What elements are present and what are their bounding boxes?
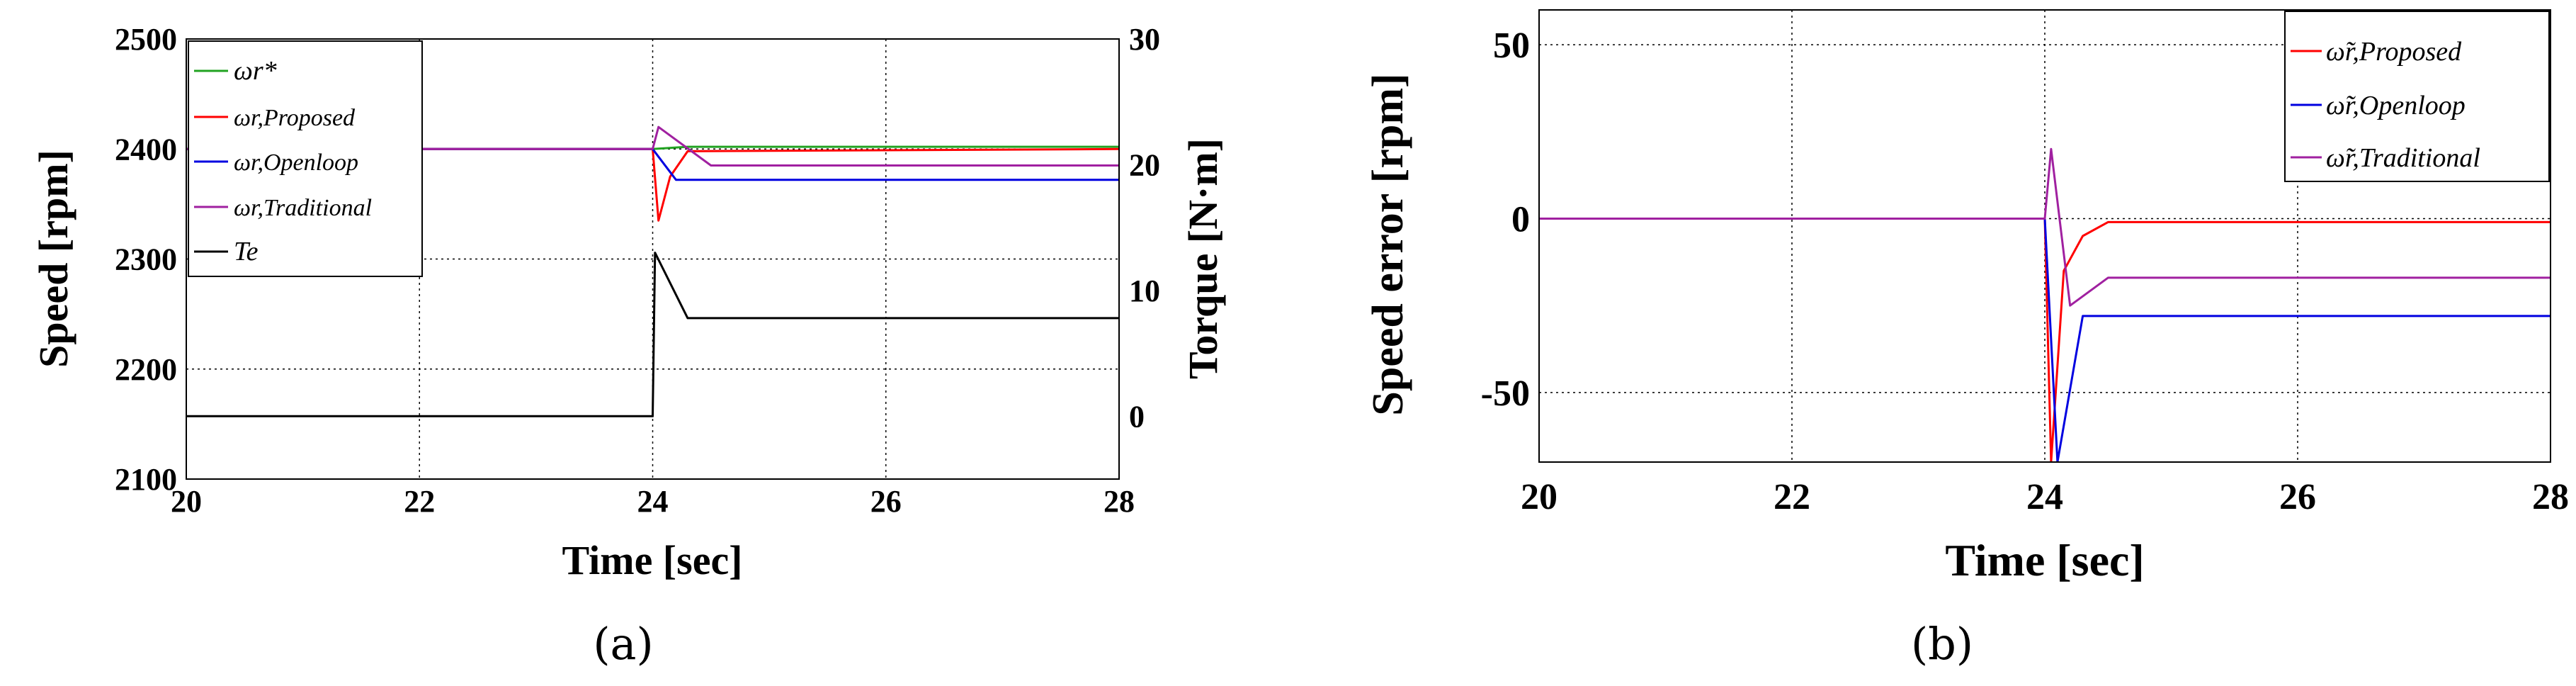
legend-label-torque: Te [234,237,259,266]
chart-b-ytick-label: 0 [1511,199,1530,240]
chart-b-legend: ω̃r,Proposed ω̃r,Openloop ω̃r,Traditiona… [2284,11,2550,182]
chart-a-ytick-label: 2400 [115,132,177,167]
chart-a-legend: ωr* ωr,Proposed ωr,Openloop ωr,Tradition… [188,40,423,277]
chart-b-xlabel: Time [sec] [1945,535,2144,585]
chart-a-frame [186,38,1120,480]
chart-a-xtick-label: 24 [637,484,669,519]
caption-a: (a) [593,618,653,670]
legend-b-label-proposed: ω̃r,Proposed [2326,37,2462,67]
chart-a-ytick-label: 2300 [115,242,177,277]
chart-b-xtick-label: 22 [1774,477,1810,517]
chart-b-x-ticks: 20 22 24 26 28 [1521,477,2569,517]
chart-a-ytick-label: 2500 [115,22,177,57]
chart-b-ytick-label: 50 [1493,26,1530,66]
chart-b-xtick-label: 20 [1521,477,1557,517]
chart-b: 20 22 24 26 28 -50 0 50 Time [sec] Speed error… [1364,9,2569,670]
chart-a-y-ticks: 2100 2200 2300 2400 2500 [115,22,177,497]
chart-b-legend-box [2284,11,2550,182]
chart-b-ylabel: Speed error [rpm] [1364,73,1412,415]
legend-b-label-openloop: ω̃r,Openloop [2326,91,2466,120]
legend-label-proposed: ωr,Proposed [234,105,356,131]
chart-a-y2tick-label: 30 [1129,22,1160,57]
chart-b-xtick-label: 26 [2279,477,2316,517]
chart-a-xtick-label: 22 [404,484,435,519]
legend-label-openloop: ωr,Openloop [234,150,358,176]
chart-a-xlabel: Time [sec] [562,537,743,583]
chart-a-ylabel: Speed [rpm] [30,150,76,368]
chart-b-xtick-label: 24 [2026,477,2063,517]
legend-label-traditional: ωr,Traditional [234,195,372,221]
chart-b-series [1539,147,2551,462]
chart-b-frame [1538,9,2551,463]
chart-a-series-torque [186,252,1119,417]
chart-a-y2tick-label: 0 [1129,399,1145,434]
chart-a-ytick-label: 2200 [115,352,177,387]
chart-a-series-traditional [186,125,1119,167]
legend-b-label-traditional: ω̃r,Traditional [2326,143,2480,173]
chart-a-y2label: Torque [N·m] [1180,138,1226,379]
chart-a-y2tick-label: 10 [1129,274,1160,308]
chart-a-xtick-label: 28 [1103,484,1135,519]
chart-a-xtick-label: 20 [171,484,202,519]
chart-b-ytick-label: -50 [1481,373,1530,414]
chart-b-series-traditional [1539,147,2551,307]
chart-a-y2-ticks: 0 10 20 30 [1129,22,1160,434]
chart-a-legend-box [188,40,423,277]
chart-a-x-ticks: 20 22 24 26 28 [171,484,1135,519]
chart-a-xtick-label: 26 [870,484,902,519]
chart-a-ytick-label: 2100 [115,462,177,497]
chart-b-y-ticks: -50 0 50 [1481,26,1530,414]
caption-b: (b) [1911,618,1973,670]
legend-label-ref: ωr* [234,56,277,86]
chart-a-y2tick-label: 20 [1129,147,1160,182]
chart-b-xtick-label: 28 [2532,477,2569,517]
